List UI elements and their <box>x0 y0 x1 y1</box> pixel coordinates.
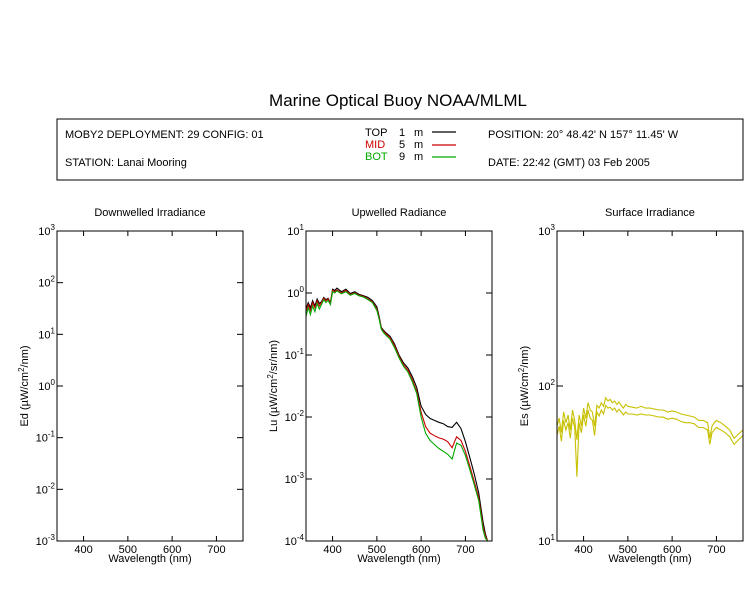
x-tick-label: 600 <box>412 544 430 556</box>
y-tick-label: 100 <box>287 285 304 300</box>
chart-title: Surface Irradiance <box>605 207 695 219</box>
series-line-1 <box>557 404 743 477</box>
legend-unit: m <box>414 151 423 163</box>
legend-unit: m <box>414 139 423 151</box>
series-group <box>557 396 743 477</box>
series-line-1 <box>306 289 489 541</box>
legend-depth: 5 <box>399 139 405 151</box>
surface-irradiance-panel: Surface Irradiance 400 500 600 700 101 102 103 W… <box>517 207 744 565</box>
chart-title: Downwelled Irradiance <box>94 207 205 219</box>
x-tick-label: 600 <box>163 544 181 556</box>
legend-depth: 9 <box>399 151 405 163</box>
y-tick-label: 100 <box>38 378 55 393</box>
downwelled-irradiance-panel: Downwelled Irradiance 400 500 600 700 10-3 10-… <box>17 207 244 565</box>
deployment-text: MOBY2 DEPLOYMENT: 29 CONFIG: 01 <box>65 129 264 141</box>
upwelled-radiance-panel: Upwelled Radiance 400 500 600 700 10-4 10-3 10-… <box>266 207 493 565</box>
series-line-0 <box>306 287 489 541</box>
x-tick-label: 400 <box>323 544 341 556</box>
y-axis-label: Ed (µW/cm2/nm) <box>17 345 31 426</box>
plot-frame <box>556 230 744 542</box>
depth-legend: TOP 1 m MID 5 m BOT 9 m <box>365 127 456 163</box>
legend-entry-mid: MID 5 m <box>365 139 456 151</box>
y-tick-label: 103 <box>538 223 555 238</box>
y-tick-label: 10-2 <box>285 409 305 424</box>
y-axis-label: Es (µW/cm2/nm) <box>517 346 531 426</box>
station-text: STATION: Lanai Mooring <box>65 157 187 169</box>
x-axis-label: Wavelength (nm) <box>357 553 440 565</box>
legend-depth: 1 <box>399 127 405 139</box>
y-tick-label: 101 <box>538 533 555 548</box>
y-tick-label: 101 <box>287 223 304 238</box>
page-title: Marine Optical Buoy NOAA/MLML <box>269 91 527 110</box>
x-tick-label: 600 <box>663 544 681 556</box>
y-tick-label: 102 <box>38 275 55 290</box>
y-tick-label: 101 <box>38 326 55 341</box>
y-axis-label: Lu (µW/cm2/sr/nm) <box>266 340 280 432</box>
x-tick-label: 500 <box>368 544 386 556</box>
y-tick-label: 10-2 <box>36 481 56 496</box>
y-tick-label: 10-3 <box>285 471 305 486</box>
legend-unit: m <box>414 127 423 139</box>
x-tick-label: 500 <box>619 544 637 556</box>
x-tick-label: 700 <box>456 544 474 556</box>
x-tick-label: 400 <box>574 544 592 556</box>
y-tick-label: 10-4 <box>285 533 305 548</box>
x-tick-label: 700 <box>207 544 225 556</box>
plot-frame <box>56 230 244 542</box>
date-text: DATE: 22:42 (GMT) 03 Feb 2005 <box>488 157 650 169</box>
series-line-0 <box>557 396 743 440</box>
x-tick-label: 400 <box>74 544 92 556</box>
x-axis-label: Wavelength (nm) <box>608 553 691 565</box>
x-tick-label: 700 <box>707 544 725 556</box>
legend-label: TOP <box>365 127 387 139</box>
series-line-2 <box>306 290 489 541</box>
info-box <box>56 118 744 181</box>
legend-entry-top: TOP 1 m <box>365 127 456 139</box>
legend-entry-bot: BOT 9 m <box>365 151 456 163</box>
y-tick-label: 102 <box>538 378 555 393</box>
plot-frame <box>305 230 493 542</box>
y-tick-label: 10-1 <box>36 430 56 445</box>
y-tick-label: 10-3 <box>36 533 56 548</box>
position-text: POSITION: 20° 48.42' N 157° 11.45' W <box>488 129 679 141</box>
x-axis-label: Wavelength (nm) <box>108 553 191 565</box>
legend-label: BOT <box>365 151 388 163</box>
legend-label: MID <box>365 139 385 151</box>
y-tick-label: 10-1 <box>285 347 305 362</box>
series-group <box>306 287 489 541</box>
y-tick-label: 103 <box>38 223 55 238</box>
x-tick-label: 500 <box>119 544 137 556</box>
chart-title: Upwelled Radiance <box>352 207 447 219</box>
